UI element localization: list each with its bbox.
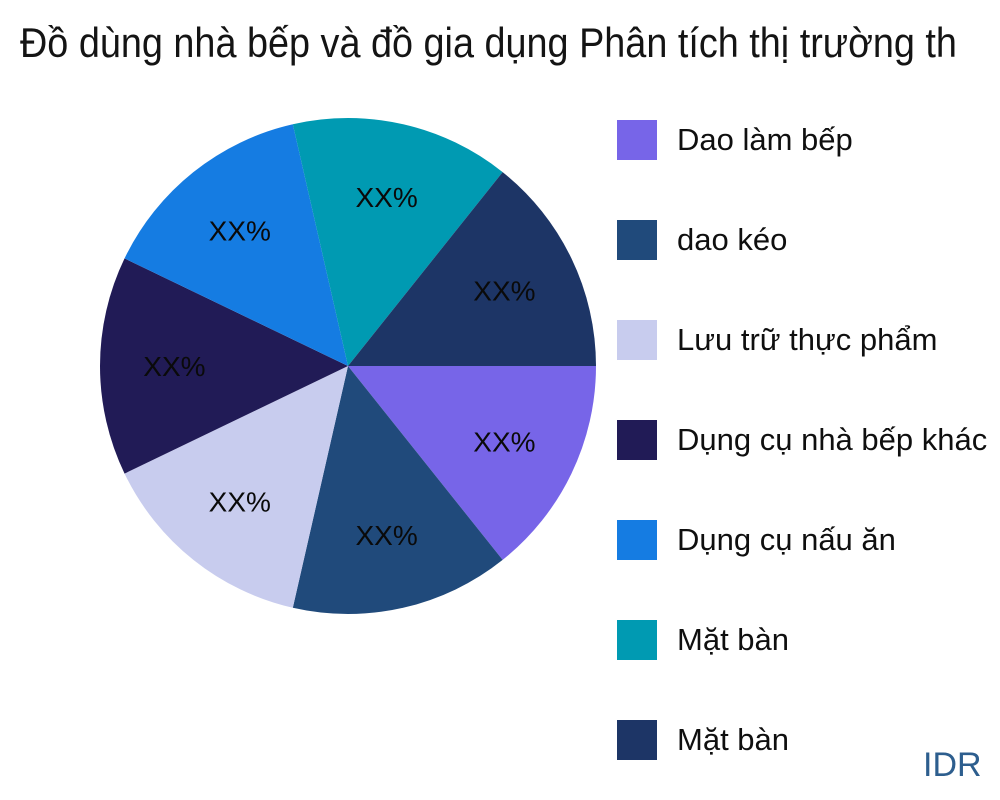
- pie-slice-label-6: XX%: [473, 276, 535, 307]
- pie-slice-4: [124, 124, 348, 366]
- pie-slice-label-1: XX%: [355, 520, 417, 551]
- legend-swatch-icon: [617, 320, 657, 360]
- pie-slice-label-0: XX%: [473, 426, 535, 457]
- pie-slice-0: [348, 366, 596, 560]
- legend-item-label: Dụng cụ nhà bếp khác: [677, 422, 988, 457]
- pie-slice-label-2: XX%: [209, 487, 271, 518]
- pie-slice-5: [292, 118, 503, 367]
- watermark-idr: IDR: [923, 746, 982, 784]
- pie-slice-label-4: XX%: [209, 215, 271, 246]
- chart-title: Đồ dùng nhà bếp và đồ gia dụng Phân tích…: [20, 19, 957, 66]
- legend-item: Dụng cụ nhà bếp khác: [617, 420, 987, 460]
- legend-item-label: Mặt bàn: [677, 722, 790, 757]
- pie-slice-label-3: XX%: [143, 351, 205, 382]
- legend-swatch-icon: [617, 220, 657, 260]
- pie-slice-2: [124, 366, 348, 608]
- legend-item-label: Mặt bàn: [677, 622, 790, 657]
- legend-swatch-icon: [617, 120, 657, 160]
- legend-swatch-icon: [617, 520, 657, 560]
- pie-slice-6: [348, 172, 596, 366]
- legend-item-label: Lưu trữ thực phẩm: [677, 322, 938, 357]
- pie-slice-3: [100, 258, 349, 474]
- legend: Dao làm bếp dao kéo Lưu trữ thực phẩm Dụ…: [617, 120, 987, 760]
- legend-item: Dao làm bếp: [617, 120, 987, 160]
- legend-item-label: dao kéo: [677, 222, 788, 257]
- legend-item: Mặt bàn: [617, 720, 987, 760]
- legend-swatch-icon: [617, 620, 657, 660]
- legend-item-label: Dao làm bếp: [677, 122, 853, 157]
- legend-swatch-icon: [617, 720, 657, 760]
- legend-item: Mặt bàn: [617, 620, 987, 660]
- legend-item: Lưu trữ thực phẩm: [617, 320, 987, 360]
- legend-item: dao kéo: [617, 220, 987, 260]
- legend-swatch-icon: [617, 420, 657, 460]
- pie-slice-1: [292, 366, 503, 614]
- pie-slice-label-5: XX%: [355, 182, 417, 213]
- legend-item-label: Dụng cụ nấu ăn: [677, 522, 896, 557]
- legend-item: Dụng cụ nấu ăn: [617, 520, 987, 560]
